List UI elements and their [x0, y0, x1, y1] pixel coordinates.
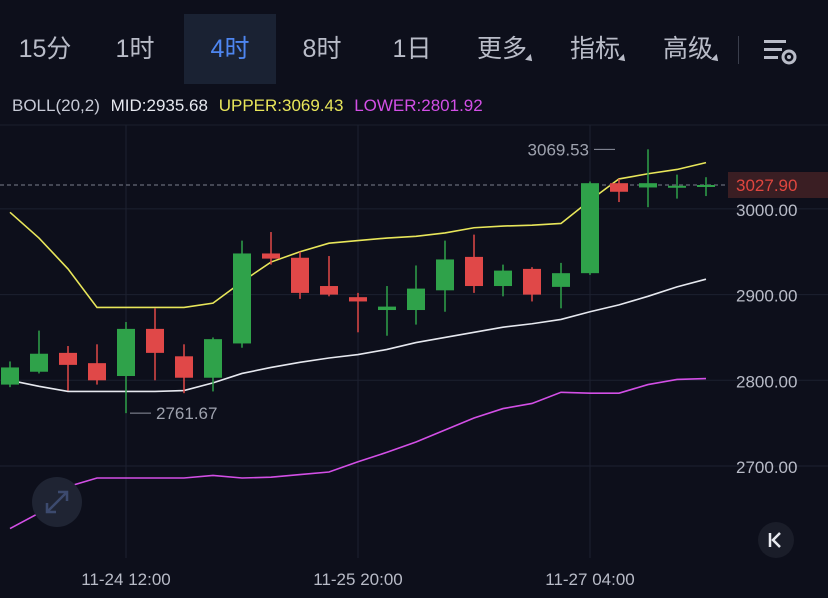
candle-body [30, 353, 48, 372]
candle-body [349, 297, 367, 302]
candle [697, 177, 715, 197]
tab-label: 8时 [302, 35, 342, 63]
candle [1, 361, 19, 388]
candle [581, 181, 599, 275]
toolbar-divider [738, 36, 739, 64]
indicator-lower-value: LOWER:2801.92 [354, 96, 483, 115]
tab-label: 15分 [18, 35, 72, 63]
candle-body [117, 328, 135, 377]
candle [610, 178, 628, 203]
candle-body [291, 257, 309, 293]
candle-body [262, 253, 280, 259]
y-tick-label: 2700.00 [736, 458, 797, 477]
candle [291, 251, 309, 299]
candle-body [465, 256, 483, 287]
candle-body [1, 367, 19, 385]
tab-3[interactable]: 8时 [284, 14, 360, 84]
high-marker-label: 3069.53 [528, 140, 589, 159]
candle [262, 232, 280, 265]
candle [146, 308, 164, 381]
candle [465, 234, 483, 293]
candle [233, 240, 251, 348]
candle-body [610, 183, 628, 192]
chevron-left-bar-icon [768, 532, 781, 548]
chart-settings-icon[interactable] [762, 36, 798, 66]
candle-body [204, 339, 222, 378]
boll-lower-line [9, 377, 707, 530]
candle-body [552, 273, 570, 287]
tab-label: 1日 [392, 35, 432, 63]
tab-0[interactable]: 15分 [10, 14, 80, 84]
x-tick-label: 11-24 12:00 [81, 570, 170, 589]
y-tick-label: 2900.00 [736, 287, 797, 306]
candle-body [697, 184, 715, 187]
candle [523, 267, 541, 302]
candle [639, 149, 657, 208]
indicator-mid-value: MID:2935.68 [110, 96, 208, 115]
tab-label: 更多 [476, 35, 527, 63]
low-marker-label: 2761.67 [156, 404, 217, 423]
tab-2[interactable]: 4时 [184, 14, 276, 84]
candle [552, 262, 570, 309]
tab-5[interactable]: 更多 [462, 14, 542, 84]
expand-icon [45, 490, 69, 514]
tab-4[interactable]: 1日 [376, 14, 448, 84]
candle-body [146, 328, 164, 353]
tab-6[interactable]: 指标 [555, 14, 635, 84]
candle-body [523, 268, 541, 295]
candle [204, 337, 222, 392]
x-tick-label: 11-27 04:00 [545, 570, 634, 589]
indicator-upper-value: UPPER:3069.43 [218, 96, 344, 115]
candle-body [436, 259, 454, 291]
last-price-tag [728, 171, 828, 198]
scroll-to-start-button[interactable] [758, 522, 794, 558]
candle-body [581, 183, 599, 274]
candle [668, 174, 686, 199]
candle [30, 330, 48, 374]
candle-body [88, 363, 106, 381]
x-tick-label: 11-25 20:00 [313, 570, 402, 589]
expand-chart-button[interactable] [32, 477, 82, 527]
timeframe-toolbar: 15分 1时 4时 8时 1日 更多 指标 高级 [0, 0, 828, 90]
candle-body [494, 270, 512, 287]
bollinger-indicator-label: BOLL(20,2) MID:2935.68 UPPER:3069.43 LOW… [12, 96, 489, 116]
tab-label: 1时 [115, 35, 155, 63]
candle [88, 344, 106, 385]
tab-label: 高级 [662, 35, 713, 63]
candle [436, 240, 454, 312]
candle-body [233, 253, 251, 344]
tab-7[interactable]: 高级 [648, 14, 728, 84]
candle [378, 286, 396, 336]
indicator-name: BOLL(20,2) [12, 96, 100, 115]
y-tick-label: 3000.00 [736, 201, 797, 220]
candle [494, 264, 512, 297]
last-price-label: 3027.90 [736, 176, 797, 195]
candle-body [320, 286, 338, 295]
candle [59, 346, 77, 391]
candle-body [175, 356, 193, 378]
tab-label: 4时 [210, 35, 250, 63]
candle [407, 265, 425, 325]
candle-body [668, 185, 686, 188]
candle-body [378, 306, 396, 311]
candle [175, 344, 193, 394]
candle-body [59, 352, 77, 365]
candle [320, 256, 338, 297]
y-tick-label: 2800.00 [736, 372, 797, 391]
candle [349, 292, 367, 333]
tab-1[interactable]: 1时 [100, 14, 170, 84]
candle-body [639, 183, 657, 188]
tab-label: 指标 [569, 35, 620, 63]
candle [117, 322, 135, 414]
candle-body [407, 288, 425, 311]
